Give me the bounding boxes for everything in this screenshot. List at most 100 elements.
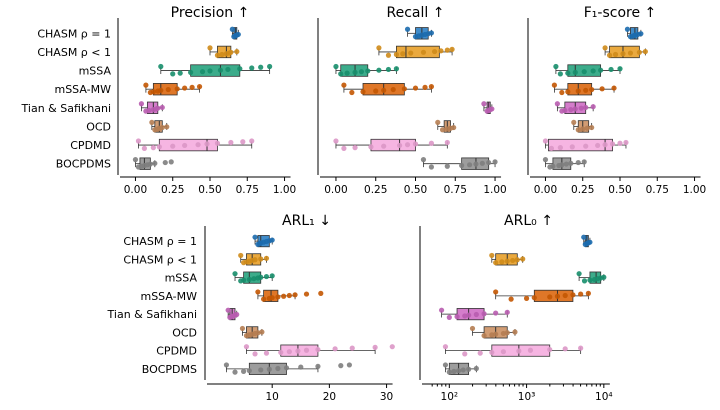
data-point: [258, 256, 264, 262]
data-point: [554, 293, 561, 299]
data-point: [315, 363, 321, 369]
data-point: [360, 89, 366, 95]
data-point: [158, 87, 164, 93]
data-point: [636, 49, 642, 55]
data-point: [581, 69, 587, 75]
data-point: [575, 88, 581, 94]
data-point: [266, 366, 272, 372]
data-point: [234, 48, 240, 55]
box-series-5: [438, 307, 510, 321]
data-point: [156, 144, 162, 150]
x-tick-label: 0.50: [404, 184, 427, 196]
box-series-8: [420, 157, 498, 170]
data-point: [223, 362, 230, 368]
data-point: [275, 294, 281, 300]
data-point: [232, 271, 238, 277]
data-point: [199, 69, 206, 75]
data-point: [575, 159, 581, 166]
data-point: [562, 107, 568, 113]
data-point: [504, 309, 510, 315]
x-tick-label: 10²: [441, 391, 459, 403]
box-series-2: [602, 45, 648, 59]
data-point: [451, 124, 457, 131]
box-series-6: [435, 119, 457, 133]
data-point: [568, 107, 574, 113]
category-label: CHASM ρ < 1: [37, 46, 111, 59]
data-point: [249, 138, 255, 144]
data-point: [547, 346, 553, 353]
data-point: [390, 86, 396, 93]
data-point: [548, 145, 555, 151]
data-point: [420, 49, 427, 55]
data-point: [428, 164, 435, 170]
data-point: [376, 67, 382, 73]
data-point: [368, 144, 374, 150]
data-point: [422, 84, 428, 90]
box-series-3: [232, 271, 275, 284]
data-point: [584, 125, 590, 131]
data-point: [460, 367, 466, 373]
data-point: [449, 46, 455, 52]
data-point: [207, 68, 213, 74]
data-point: [520, 256, 526, 262]
data-point: [446, 369, 452, 375]
data-point: [164, 124, 170, 130]
data-point: [341, 145, 347, 151]
data-point: [286, 349, 292, 355]
data-point: [590, 104, 596, 110]
x-tick-label: 0.00: [324, 184, 347, 196]
x-tick-label: 10³: [518, 391, 536, 403]
category-label: BOCPDMS: [56, 158, 111, 171]
data-point: [612, 51, 619, 58]
box-series-4: [341, 82, 435, 96]
data-point: [466, 366, 472, 372]
data-point: [553, 63, 559, 70]
data-point: [617, 140, 623, 146]
data-point: [606, 52, 613, 58]
data-point: [207, 45, 213, 51]
data-point: [258, 64, 264, 70]
data-point: [489, 349, 495, 356]
box-series-3: [576, 271, 607, 284]
data-point: [358, 69, 365, 75]
data-point: [559, 162, 565, 168]
panel-title: Precision ↑: [171, 5, 250, 21]
data-point: [150, 89, 156, 95]
data-point: [150, 145, 156, 151]
x-tick-label: 0.50: [608, 184, 631, 196]
box-series-2: [489, 252, 526, 266]
data-point: [381, 143, 387, 149]
data-point: [303, 347, 310, 353]
data-point: [349, 89, 355, 96]
data-point: [275, 365, 281, 372]
data-point: [243, 344, 250, 350]
box-series-6: [571, 119, 595, 133]
data-point: [562, 292, 568, 299]
data-point: [352, 69, 358, 75]
x-tick-label: 0.50: [198, 184, 221, 196]
data-point: [504, 330, 510, 336]
data-point: [196, 84, 203, 90]
data-point: [599, 86, 605, 92]
data-point: [598, 67, 604, 73]
iqr-box: [190, 64, 241, 77]
data-point: [214, 140, 221, 146]
box-series-1: [229, 26, 241, 40]
data-point: [381, 87, 387, 93]
data-point: [214, 52, 221, 58]
data-point: [550, 163, 556, 169]
data-point: [159, 124, 165, 131]
data-point: [170, 143, 176, 149]
data-point: [620, 51, 626, 57]
data-point: [486, 159, 492, 166]
data-point: [412, 85, 419, 91]
panel-5: ARL₀ ↑ 10² 10³ 10⁴: [419, 213, 613, 403]
x-tick-label: 10⁴: [595, 391, 613, 403]
data-point: [512, 329, 518, 335]
data-point: [462, 351, 468, 357]
data-point: [152, 160, 158, 166]
data-point: [252, 257, 258, 263]
x-tick-label: 0.00: [534, 184, 557, 196]
box-series-5: [225, 307, 240, 321]
data-point: [499, 259, 505, 265]
